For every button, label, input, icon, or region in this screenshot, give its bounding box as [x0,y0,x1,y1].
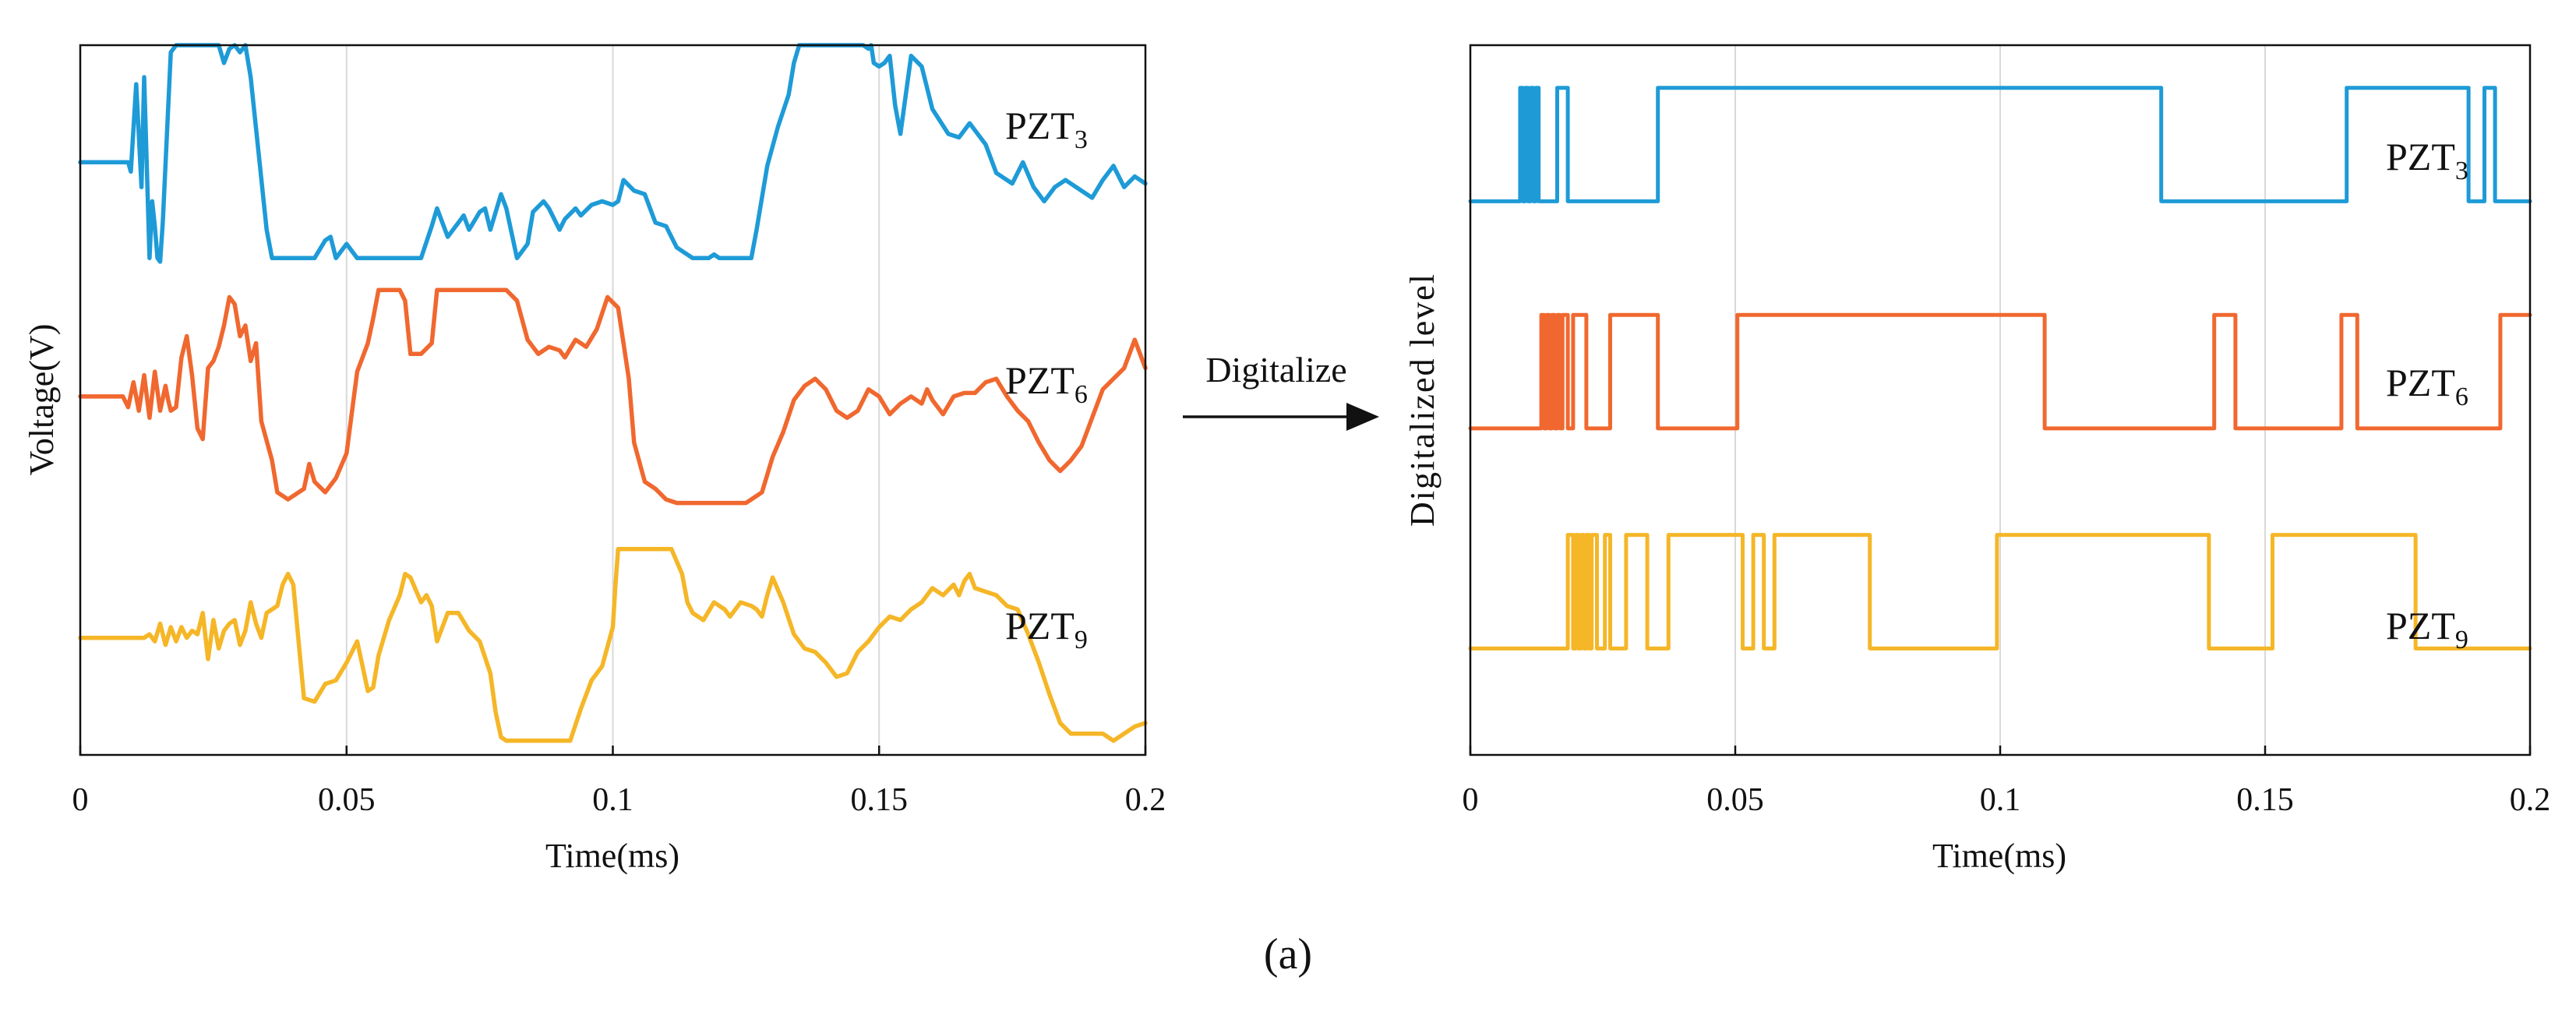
x-tick-label: 0 [72,782,89,818]
series-label-subscript: 6 [2455,383,2468,411]
x-tick-label: 0.15 [851,782,909,818]
analog-x-ticks: 0 0.05 0.1 0.15 0.2 [72,746,1166,818]
series-label-base: PZT [1005,104,1075,147]
series-label-subscript: 3 [1075,125,1088,154]
x-tick-label: 0 [1463,782,1479,818]
series-line-pzt3 [78,43,1148,264]
digital-grid [1734,45,2266,755]
digital-y-axis-label: Digitalized level [1403,273,1442,527]
analog-grid [345,45,880,755]
series-label-pzt9: PZT9 [1005,604,1088,654]
x-tick-label: 0.15 [2236,782,2294,818]
series-label-pzt6: PZT6 [1005,358,1088,409]
series-label-base: PZT [2386,135,2455,178]
series-label-pzt9: PZT9 [2386,604,2468,654]
x-tick-label: 0.05 [1706,782,1764,818]
digital-series [1468,86,2532,651]
analog-x-axis-label: Time(ms) [545,837,679,875]
series-line-pzt9 [78,547,1148,743]
series-label-subscript: 6 [1075,380,1088,409]
series-label-subscript: 3 [2455,157,2468,185]
series-line-pzt3 [1468,86,2532,203]
digital-x-ticks: 0 0.05 0.1 0.15 0.2 [1463,746,2551,818]
series-label-base: PZT [2386,361,2455,404]
x-tick-label: 0.1 [1980,782,2021,818]
arrow-head-icon [1346,403,1379,431]
analog-series [78,43,1148,743]
series-label-pzt3: PZT3 [1005,104,1088,154]
figure-caption: (a) [1264,930,1312,979]
x-tick-label: 0.1 [592,782,633,818]
series-label-pzt6: PZT6 [2386,361,2468,411]
series-label-subscript: 9 [2455,626,2468,654]
series-line-pzt6 [1468,312,2532,431]
series-label-base: PZT [1005,358,1075,402]
x-tick-label: 0.05 [318,782,376,818]
digitalize-label: Digitalize [1205,350,1346,390]
analog-y-axis-label: Voltage(V) [23,324,61,476]
series-label-subscript: 9 [1075,626,1088,654]
series-label-base: PZT [2386,604,2455,647]
series-line-pzt9 [1468,533,2532,651]
series-label-base: PZT [1005,604,1075,647]
series-line-pzt6 [78,287,1148,506]
digital-x-axis-label: Time(ms) [1932,837,2066,875]
x-tick-label: 0.2 [1125,782,1166,818]
digitalize-arrow: Digitalize [1183,350,1379,431]
series-label-pzt3: PZT3 [2386,135,2468,185]
x-tick-label: 0.2 [2510,782,2551,818]
